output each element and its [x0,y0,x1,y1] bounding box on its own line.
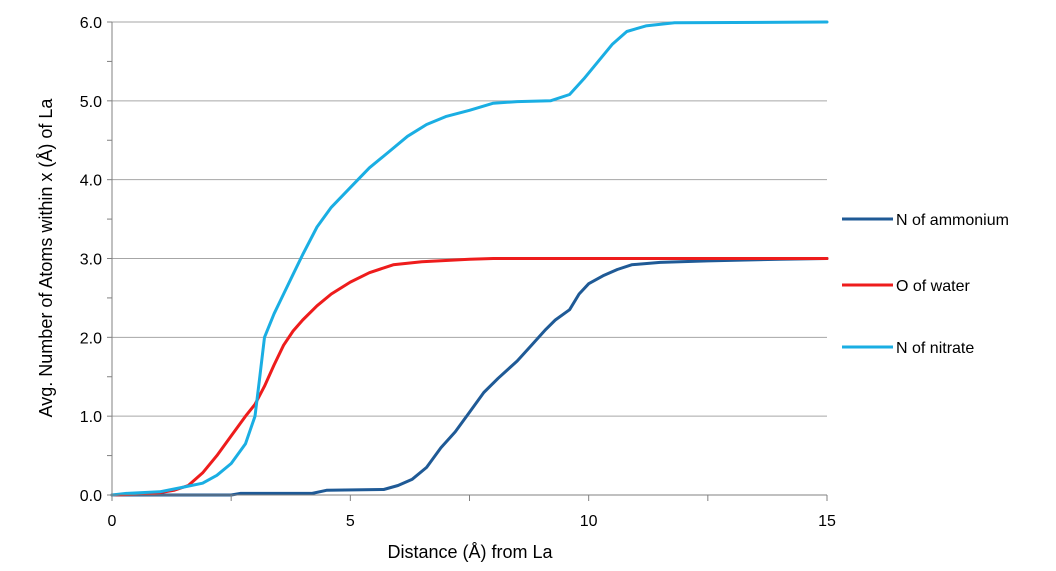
series-line-2 [110,257,829,497]
y-axis-title: Avg. Number of Atoms within x (Å) of La [36,98,56,418]
series-line-3 [110,20,829,497]
axes [107,21,828,501]
y-tick-label: 1.0 [80,409,102,426]
y-tick-label: 3.0 [80,252,102,269]
series-line-1 [110,257,829,497]
gridlines [112,21,827,417]
tick-labels: 0.0 1.0 2.0 3.0 4.0 5.0 6.0 0 5 10 15 [80,15,836,530]
y-tick-label: 5.0 [80,94,102,111]
x-axis-title: Distance (Å) from La [387,542,553,562]
x-tick-label: 15 [818,513,836,530]
x-tick-label: 10 [580,513,598,530]
y-tick-label: 2.0 [80,330,102,347]
legend-label-3: N of nitrate [896,340,974,357]
y-tick-label: 6.0 [80,15,102,32]
y-tick-label: 4.0 [80,173,102,190]
legend-label-2: O of water [896,278,970,295]
x-tick-label: 0 [108,513,117,530]
series-lines [110,20,829,497]
legend: N of ammonium O of water N of nitrate [842,212,1009,357]
y-tick-label: 0.0 [80,488,102,505]
legend-label-1: N of ammonium [896,212,1009,229]
x-tick-label: 5 [346,513,355,530]
